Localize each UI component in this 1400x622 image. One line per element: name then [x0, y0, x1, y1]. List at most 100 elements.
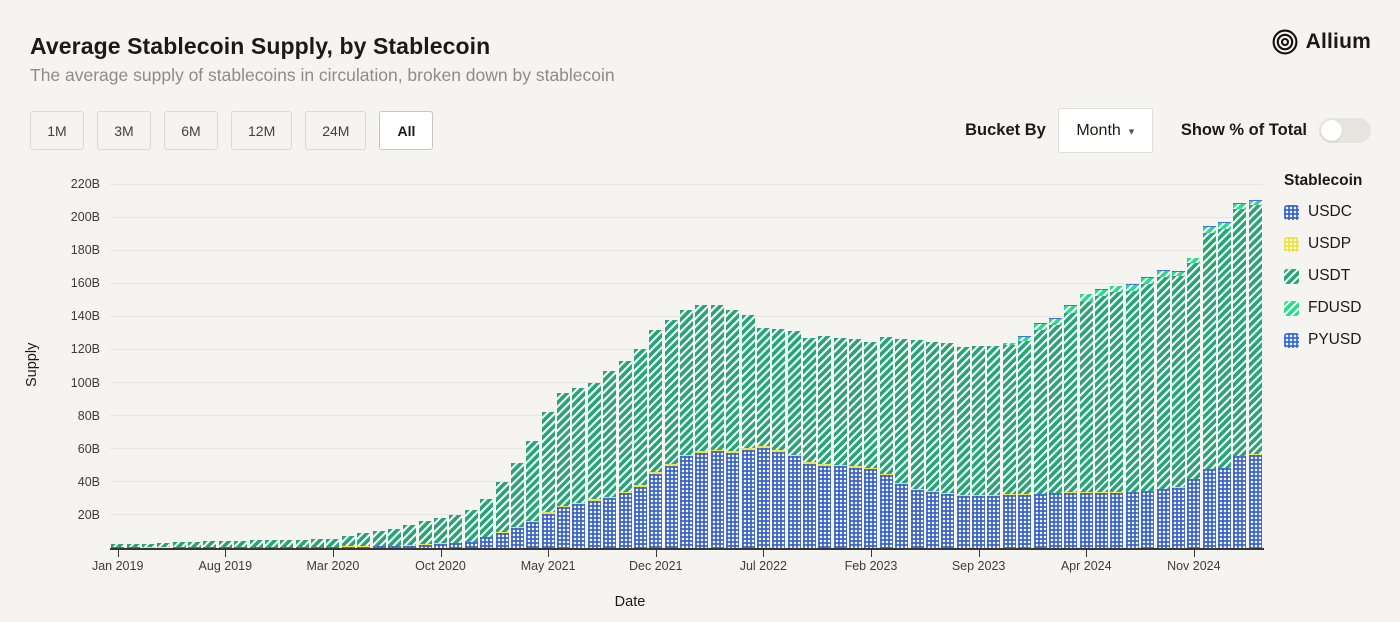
bar-dec-2024[interactable]	[1202, 226, 1216, 548]
bar-jun-2021[interactable]	[557, 392, 571, 548]
bar-mar-2021[interactable]	[510, 463, 524, 548]
legend-item-fdusd[interactable]: FDUSD	[1284, 299, 1362, 317]
bar-sep-2020[interactable]	[418, 521, 432, 548]
bar-sep-2022[interactable]	[787, 331, 801, 548]
y-tick-label: 40B	[77, 474, 100, 489]
bar-feb-2019[interactable]	[126, 544, 140, 548]
bar-mar-2020[interactable]	[326, 538, 340, 548]
bar-jun-2022[interactable]	[741, 314, 755, 548]
segment-usdp	[603, 496, 617, 499]
range-button-24m[interactable]: 24M	[305, 111, 367, 150]
bar-aug-2021[interactable]	[587, 382, 601, 548]
range-button-3m[interactable]: 3M	[97, 111, 151, 150]
bar-oct-2023[interactable]	[987, 345, 1001, 548]
bar-jun-2024[interactable]	[1110, 285, 1124, 548]
legend-item-pyusd[interactable]: PYUSD	[1284, 331, 1362, 349]
bar-dec-2022[interactable]	[833, 338, 847, 548]
segment-pyusd	[1187, 257, 1201, 259]
bar-oct-2019[interactable]	[249, 540, 263, 548]
bar-feb-2024[interactable]	[1048, 318, 1062, 548]
bar-dec-2019[interactable]	[280, 540, 294, 548]
bar-mar-2023[interactable]	[879, 337, 893, 548]
bar-oct-2021[interactable]	[618, 361, 632, 548]
bar-may-2021[interactable]	[541, 412, 555, 548]
bar-nov-2020[interactable]	[449, 514, 463, 548]
bar-feb-2021[interactable]	[495, 481, 509, 548]
y-tick-label: 120B	[70, 342, 100, 357]
bar-may-2019[interactable]	[172, 542, 186, 548]
bar-jun-2019[interactable]	[188, 541, 202, 548]
bar-jan-2022[interactable]	[664, 319, 678, 548]
bar-sep-2021[interactable]	[603, 371, 617, 548]
bar-may-2020[interactable]	[357, 533, 371, 548]
bar-may-2022[interactable]	[726, 309, 740, 548]
segment-fdusd	[1156, 271, 1170, 278]
bar-apr-2023[interactable]	[895, 339, 909, 548]
bar-aug-2022[interactable]	[772, 328, 786, 548]
segment-usdt	[803, 337, 816, 462]
bar-jan-2024[interactable]	[1033, 323, 1047, 548]
bar-jan-2025[interactable]	[1218, 221, 1232, 548]
bucket-by-dropdown[interactable]: Month ▾	[1057, 108, 1153, 153]
bar-apr-2022[interactable]	[710, 304, 724, 548]
bar-nov-2023[interactable]	[1002, 343, 1016, 548]
segment-fdusd	[1141, 278, 1155, 284]
bar-feb-2025[interactable]	[1233, 202, 1247, 548]
range-button-1m[interactable]: 1M	[30, 111, 84, 150]
bar-jan-2021[interactable]	[480, 498, 494, 548]
bar-apr-2021[interactable]	[526, 440, 540, 548]
legend-item-usdp[interactable]: USDP	[1284, 235, 1362, 253]
bar-mar-2019[interactable]	[141, 544, 155, 548]
bar-may-2024[interactable]	[1095, 289, 1109, 548]
segment-usdt	[1233, 208, 1247, 457]
segment-usdc	[695, 452, 709, 548]
bar-jan-2023[interactable]	[849, 338, 863, 548]
bar-jul-2020[interactable]	[387, 529, 401, 548]
bar-aug-2020[interactable]	[403, 525, 417, 548]
bar-dec-2023[interactable]	[1018, 336, 1032, 548]
bar-jul-2021[interactable]	[572, 387, 586, 548]
bar-nov-2024[interactable]	[1187, 257, 1201, 548]
bar-dec-2021[interactable]	[649, 329, 663, 548]
bar-sep-2024[interactable]	[1156, 269, 1170, 548]
bar-apr-2019[interactable]	[157, 543, 171, 548]
bar-jun-2023[interactable]	[925, 341, 939, 548]
bar-feb-2023[interactable]	[864, 342, 878, 548]
bar-oct-2020[interactable]	[434, 517, 448, 548]
bar-aug-2023[interactable]	[956, 346, 970, 548]
bar-jan-2020[interactable]	[295, 539, 309, 548]
bar-jul-2024[interactable]	[1125, 283, 1139, 548]
segment-pyusd	[1125, 283, 1139, 285]
bar-sep-2023[interactable]	[972, 345, 986, 548]
bar-nov-2021[interactable]	[633, 349, 647, 548]
bar-jan-2019[interactable]	[111, 544, 125, 548]
bar-oct-2024[interactable]	[1171, 270, 1185, 548]
bar-jul-2022[interactable]	[756, 327, 770, 548]
bar-apr-2020[interactable]	[341, 535, 355, 548]
bar-mar-2022[interactable]	[695, 304, 709, 548]
show-percent-toggle[interactable]	[1319, 118, 1371, 143]
bar-jul-2023[interactable]	[941, 342, 955, 548]
range-button-12m[interactable]: 12M	[231, 111, 293, 150]
x-tick	[763, 550, 765, 557]
range-button-6m[interactable]: 6M	[164, 111, 218, 150]
bar-feb-2020[interactable]	[311, 539, 325, 548]
legend-item-usdc[interactable]: USDC	[1284, 203, 1362, 221]
bar-jun-2020[interactable]	[372, 530, 386, 548]
range-button-all[interactable]: All	[379, 111, 434, 150]
bar-nov-2019[interactable]	[264, 540, 278, 548]
bar-mar-2025[interactable]	[1248, 199, 1262, 548]
bar-mar-2024[interactable]	[1064, 305, 1078, 548]
bar-dec-2020[interactable]	[464, 509, 478, 548]
bar-jul-2019[interactable]	[203, 541, 217, 548]
bar-nov-2022[interactable]	[818, 336, 832, 548]
legend-item-usdt[interactable]: USDT	[1284, 267, 1362, 285]
bar-oct-2022[interactable]	[803, 337, 816, 548]
bar-sep-2019[interactable]	[234, 540, 248, 548]
bar-aug-2019[interactable]	[218, 540, 232, 548]
bar-apr-2024[interactable]	[1079, 294, 1093, 548]
bar-aug-2024[interactable]	[1141, 276, 1155, 548]
bar-may-2023[interactable]	[910, 340, 924, 548]
segment-usdc	[1156, 489, 1170, 548]
bar-feb-2022[interactable]	[680, 309, 693, 548]
